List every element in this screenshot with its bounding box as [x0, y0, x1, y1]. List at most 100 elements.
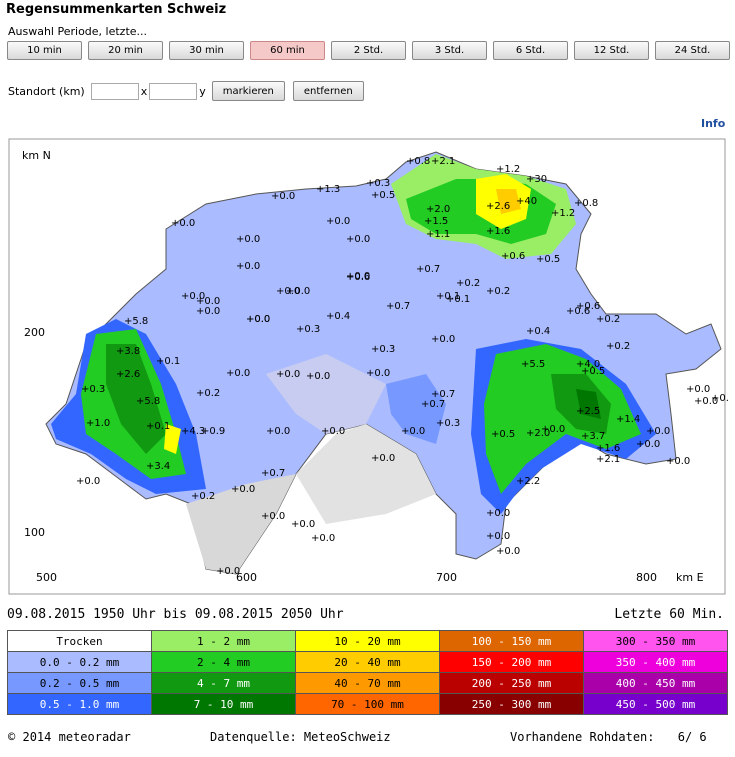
station-reading: +0.5	[581, 366, 605, 377]
legend-row: 0.5 - 1.0 mm 7 - 10 mm 70 - 100 mm 250 - 30…	[7, 693, 728, 715]
y-coordinate-input[interactable]	[149, 82, 198, 100]
station-reading: +0.8	[574, 198, 598, 209]
station-reading: +0.0	[276, 286, 300, 297]
copyright-icon: ©	[8, 730, 16, 744]
legend-swatch: 250 - 300 mm	[439, 693, 584, 715]
legend-swatch: 70 - 100 mm	[295, 693, 440, 715]
period-selection-label: Auswahl Periode, letzte...	[8, 25, 148, 38]
station-reading: +3.8	[116, 346, 140, 357]
station-reading: +0.0	[306, 371, 330, 382]
station-reading: +0.0	[246, 314, 270, 325]
legend-swatch: 40 - 70 mm	[295, 672, 440, 694]
rain-west-heavy	[106, 344, 166, 454]
station-reading: +0.0	[326, 216, 350, 227]
station-reading: +0.2	[456, 278, 480, 289]
station-reading: +0.1	[156, 356, 180, 367]
rain-central-patch	[386, 374, 446, 444]
last-period-label: Letzte 60 Min.	[614, 607, 724, 622]
period-button-60-min[interactable]: 60 min	[250, 41, 325, 60]
remove-location-button[interactable]: entfernen	[292, 81, 364, 101]
station-reading: +5.8	[136, 396, 160, 407]
station-reading: +0.0	[666, 456, 690, 467]
station-reading: +0.0	[541, 424, 565, 435]
station-reading: +2.1	[431, 156, 455, 167]
station-reading: +0.0	[686, 384, 710, 395]
period-button-6-std-[interactable]: 6 Std.	[493, 41, 568, 60]
map-axes: 500 600 700 800 200 100	[24, 326, 657, 584]
station-reading: +1.2	[496, 164, 520, 175]
station-reading: +0.2	[606, 341, 630, 352]
station-reading: +0.6	[576, 301, 600, 312]
station-reading: +0.0	[401, 426, 425, 437]
station-reading: +0.0	[271, 191, 295, 202]
raw-data-label: Vorhandene Rohdaten:	[510, 730, 655, 744]
station-reading: +1.1	[426, 229, 450, 240]
station-reading: +0.0	[291, 519, 315, 530]
period-button-12-std-[interactable]: 12 Std.	[574, 41, 649, 60]
station-reading: +3.4	[146, 461, 170, 472]
station-reading: +0.0	[216, 566, 240, 577]
map-frame	[8, 138, 726, 595]
period-button-30-min[interactable]: 30 min	[169, 41, 244, 60]
x-coordinate-input[interactable]	[90, 82, 139, 100]
period-button-3-std-[interactable]: 3 Std.	[412, 41, 487, 60]
station-reading: +1.2	[551, 208, 575, 219]
station-reading: +0.7	[261, 468, 285, 479]
legend-row: 0.0 - 0.2 mm 2 - 4 mm 20 - 40 mm 150 - 200 …	[7, 651, 728, 673]
location-form: Standort (km) x y markieren entfernen	[8, 81, 364, 101]
legend-swatch: 7 - 10 mm	[151, 693, 296, 715]
period-button-24-std-[interactable]: 24 Std.	[655, 41, 730, 60]
legend-swatch: 4 - 7 mm	[151, 672, 296, 694]
raw-data-value: 6/ 6	[677, 730, 707, 744]
terrain-south-slopes	[296, 424, 436, 524]
rain-northeast-core	[496, 189, 521, 214]
station-reading: +0.0	[346, 234, 370, 245]
copyright: © 2014 meteoradar	[8, 730, 131, 744]
x-tick-label: 500	[36, 571, 57, 584]
legend-swatch: 0.2 - 0.5 mm	[7, 672, 152, 694]
station-reading: +0.0	[196, 296, 220, 307]
station-reading: +0.2	[196, 388, 220, 399]
period-button-10-min[interactable]: 10 min	[7, 41, 82, 60]
station-reading: +0.1	[436, 291, 460, 302]
copyright-text: 2014 meteoradar	[22, 730, 131, 744]
period-button-row: 10 min 20 min 30 min 60 min 2 Std. 3 Std. 6 St…	[7, 41, 730, 60]
legend-swatch: 400 - 450 mm	[583, 672, 728, 694]
y-label: y	[199, 84, 206, 98]
station-reading: +3.7	[581, 431, 605, 442]
station-reading: +0.0	[236, 261, 260, 272]
y-axis-label: km N	[22, 149, 51, 162]
station-reading: +1.3	[316, 184, 340, 195]
station-reading: +0.3	[296, 324, 320, 335]
info-link[interactable]: Info	[701, 117, 726, 130]
legend-swatch: 2 - 4 mm	[151, 651, 296, 673]
station-reading: +0.0	[694, 396, 718, 407]
period-button-20-min[interactable]: 20 min	[88, 41, 163, 60]
legend-swatch: 0.0 - 0.2 mm	[7, 651, 152, 673]
y-tick-label: 100	[24, 526, 45, 539]
station-reading: +2.5	[576, 406, 600, 417]
station-reading: +0.0	[226, 368, 250, 379]
x-tick-label: 800	[636, 571, 657, 584]
station-reading: +40	[516, 196, 537, 207]
station-reading: +1.0	[86, 418, 110, 429]
station-readings: +0.8 +2.1+1.2+30+40 +0.8+2.6+1.2+2.0+1.5+1…	[76, 156, 728, 577]
station-reading: +0.0	[321, 426, 345, 437]
station-reading: +0.0	[266, 426, 290, 437]
station-reading: +0.3	[436, 418, 460, 429]
terrain-west	[186, 474, 296, 574]
station-reading: +0.0	[181, 291, 205, 302]
station-reading: +0.0	[236, 234, 260, 245]
x-axis-label: km E	[676, 571, 704, 584]
station-reading: +0.0	[366, 368, 390, 379]
station-reading: +0.0	[486, 508, 510, 519]
station-reading: +0.6	[346, 272, 370, 283]
mark-location-button[interactable]: markieren	[211, 81, 285, 101]
station-reading: +0.1	[446, 294, 470, 305]
period-button-2-std-[interactable]: 2 Std.	[331, 41, 406, 60]
station-reading: +0.5	[371, 190, 395, 201]
station-reading: +1.6	[486, 226, 510, 237]
station-reading: +0.0	[711, 393, 728, 404]
station-reading: +0.0	[286, 286, 310, 297]
